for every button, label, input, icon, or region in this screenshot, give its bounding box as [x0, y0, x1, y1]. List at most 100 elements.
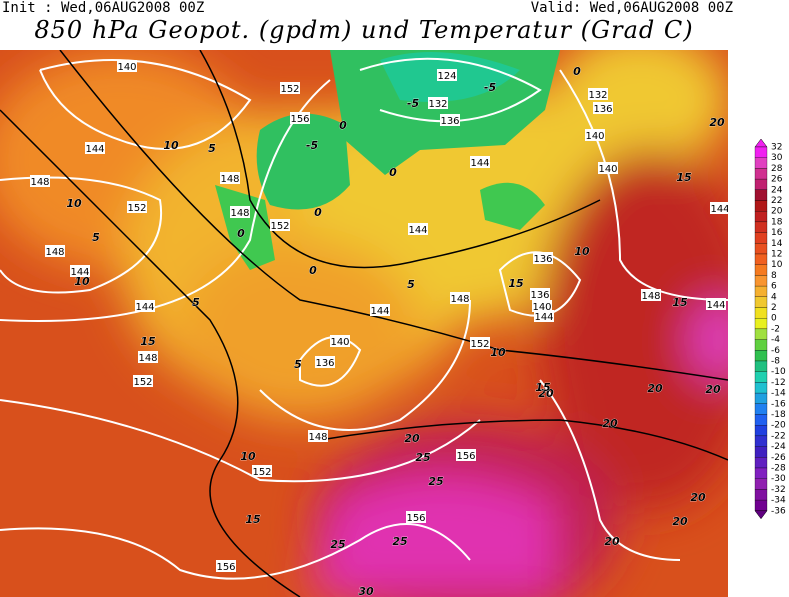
geopotential-label-box: [437, 69, 457, 81]
valid-time: Valid: Wed,06AUG2008 00Z: [530, 0, 733, 16]
geopotential-label: 148: [138, 353, 157, 364]
colorbar-label: 10: [771, 260, 783, 270]
geopotential-contours: [0, 57, 728, 580]
colorbar-label: 22: [771, 196, 782, 206]
temperature-label: 5: [208, 142, 216, 155]
geopotential-label: 148: [230, 208, 249, 219]
geopotential-label: 148: [30, 177, 49, 188]
colorbar-label: 0: [771, 314, 777, 324]
geopotential-label-box: [406, 511, 426, 523]
temperature-label: 20: [602, 417, 618, 430]
colorbar-band: [754, 339, 768, 351]
colorbar-label: 16: [771, 228, 783, 238]
geopotential-label-box: [440, 114, 460, 126]
geopotential-label: 136: [533, 254, 552, 265]
geopotential-label: 152: [252, 467, 271, 478]
temperature-label: 10: [163, 139, 179, 152]
geopotential-label: 140: [117, 62, 136, 73]
colorbar-band: [754, 457, 768, 469]
colorbar-band: [754, 168, 768, 180]
colorbar-label: -36: [771, 506, 786, 516]
colorbar-band: [754, 146, 768, 158]
geopotential-label-box: [133, 375, 153, 387]
colorbar-band: [754, 178, 768, 190]
geopotential-label: 136: [440, 116, 459, 127]
colorbar-band: [754, 275, 768, 287]
colorbar-band: [754, 285, 768, 297]
colorbar-label: -2: [771, 324, 780, 334]
geopotential-label: 148: [641, 291, 660, 302]
colorbar-label: -6: [771, 346, 780, 356]
colorbar-band: [754, 157, 768, 169]
geopotential-label-box: [710, 202, 728, 214]
geopotential-label-box: [220, 172, 240, 184]
temperature-label: 20: [672, 515, 688, 528]
geopotential-label: 132: [588, 90, 607, 101]
temperature-label: 20: [690, 491, 706, 504]
geopotential-label-box: [450, 292, 470, 304]
colorbar: 32302826242220181614121086420-2-4-6-8-10…: [754, 138, 786, 520]
temperature-label: 10: [240, 450, 256, 463]
temperature-field: 1401441481521481441441481521521561481481…: [0, 50, 728, 597]
temperature-label: 20: [538, 387, 554, 400]
colorbar-band: [754, 371, 768, 383]
colorbar-band: [754, 478, 768, 490]
geopotential-label: 144: [135, 302, 154, 313]
temperature-label: 25: [428, 475, 444, 488]
labels: 1401441481521481441441481521521561481481…: [30, 60, 728, 597]
colorbar-band: [754, 446, 768, 458]
init-time: Init : Wed,06AUG2008 00Z: [2, 0, 205, 16]
temperature-label: 0: [339, 119, 347, 132]
geopotential-label-box: [230, 206, 250, 218]
geopotential-label-box: [534, 310, 554, 322]
colorbar-label: -24: [771, 442, 786, 452]
geopotential-label: 140: [585, 131, 604, 142]
colorbar-arrow: [754, 510, 768, 520]
temperature-label: -5: [306, 139, 319, 152]
geopotential-label-box: [641, 289, 661, 301]
colorbar-label: -32: [771, 485, 786, 495]
geopotential-label-box: [135, 300, 155, 312]
geopotential-label-box: [216, 560, 236, 572]
geopotential-label-box: [70, 265, 90, 277]
colorbar-band: [754, 328, 768, 340]
temperature-label: 25: [330, 538, 346, 551]
temperature-label: 25: [392, 535, 408, 548]
geopotential-label: 136: [315, 358, 334, 369]
geopotential-label: 144: [706, 300, 725, 311]
temperature-label: 0: [237, 227, 245, 240]
geopotential-label-box: [456, 449, 476, 461]
geopotential-label-box: [45, 245, 65, 257]
colorbar-label: -18: [771, 410, 786, 420]
colorbar-band: [754, 435, 768, 447]
temperature-label: 0: [309, 264, 317, 277]
geopotential-label-box: [530, 288, 550, 300]
temperature-label: 5: [407, 278, 415, 291]
geopotential-label-box: [593, 102, 613, 114]
geopotential-label: 136: [530, 290, 549, 301]
temperature-label: 15: [672, 296, 688, 309]
colorbar-label: -16: [771, 399, 786, 409]
colorbar-label: 30: [771, 153, 783, 163]
geopotential-label: 136: [593, 104, 612, 115]
colorbar-label: -22: [771, 431, 786, 441]
geopotential-label: 152: [270, 221, 289, 232]
colorbar-label: -14: [771, 389, 786, 399]
colorbar-label: -26: [771, 453, 786, 463]
colorbar-label: 24: [771, 185, 783, 195]
temperature-label: 5: [294, 358, 302, 371]
temperature-label: 10: [74, 275, 90, 288]
geopotential-label: 152: [280, 84, 299, 95]
temperature-label: 5: [92, 231, 100, 244]
temperature-label: 15: [245, 513, 261, 526]
geopotential-label-box: [706, 298, 726, 310]
geopotential-label: 144: [70, 267, 89, 278]
temperature-label: 20: [647, 382, 663, 395]
isotherms: [0, 50, 728, 597]
colorbar-label: -4: [771, 335, 780, 345]
colorbar-label: -8: [771, 357, 780, 367]
colorbar-band: [754, 318, 768, 330]
map-title: 850 hPa Geopot. (gpdm) und Temperatur (G…: [34, 16, 694, 44]
